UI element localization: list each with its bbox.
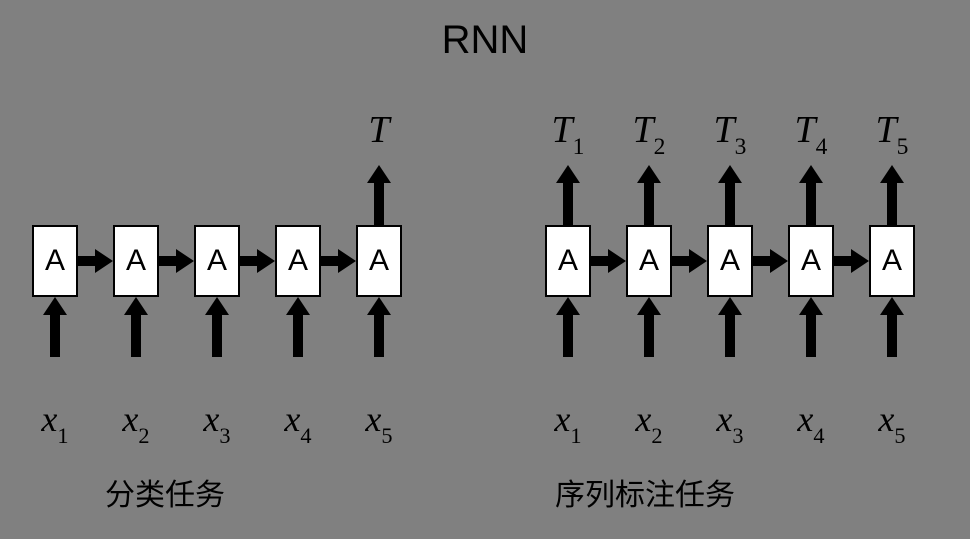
arrow-right bbox=[834, 249, 869, 273]
input-label: x3 bbox=[187, 398, 247, 445]
diagram-title: RNN bbox=[0, 18, 970, 63]
arrow-up bbox=[205, 297, 229, 357]
arrow-up bbox=[880, 165, 904, 225]
arrow-up bbox=[124, 297, 148, 357]
rnn-cell: A bbox=[707, 225, 753, 297]
rnn-cell: A bbox=[869, 225, 915, 297]
arrow-right bbox=[753, 249, 788, 273]
arrow-up bbox=[286, 297, 310, 357]
input-label: x3 bbox=[700, 398, 760, 445]
arrow-up bbox=[799, 165, 823, 225]
arrow-right bbox=[591, 249, 626, 273]
arrow-up bbox=[718, 297, 742, 357]
output-label: T2 bbox=[619, 108, 679, 158]
arrow-up bbox=[556, 165, 580, 225]
rnn-cell: A bbox=[626, 225, 672, 297]
arrow-right bbox=[78, 249, 113, 273]
output-label: T bbox=[349, 108, 409, 152]
input-label: x1 bbox=[538, 398, 598, 445]
arrow-up bbox=[556, 297, 580, 357]
arrow-up bbox=[367, 165, 391, 225]
arrow-right bbox=[240, 249, 275, 273]
diagram-caption: 分类任务 bbox=[15, 470, 315, 514]
arrow-right bbox=[321, 249, 356, 273]
arrow-up bbox=[637, 297, 661, 357]
input-label: x5 bbox=[862, 398, 922, 445]
rnn-cell: A bbox=[194, 225, 240, 297]
output-label: T1 bbox=[538, 108, 598, 158]
input-label: x5 bbox=[349, 398, 409, 445]
output-label: T3 bbox=[700, 108, 760, 158]
arrow-up bbox=[718, 165, 742, 225]
input-label: x1 bbox=[25, 398, 85, 445]
output-label: T5 bbox=[862, 108, 922, 158]
arrow-up bbox=[799, 297, 823, 357]
rnn-cell: A bbox=[545, 225, 591, 297]
arrow-right bbox=[159, 249, 194, 273]
arrow-right bbox=[672, 249, 707, 273]
input-label: x4 bbox=[781, 398, 841, 445]
input-label: x2 bbox=[106, 398, 166, 445]
input-label: x2 bbox=[619, 398, 679, 445]
rnn-cell: A bbox=[275, 225, 321, 297]
diagram-caption: 序列标注任务 bbox=[495, 470, 795, 514]
rnn-cell: A bbox=[356, 225, 402, 297]
arrow-up bbox=[880, 297, 904, 357]
arrow-up bbox=[367, 297, 391, 357]
output-label: T4 bbox=[781, 108, 841, 158]
rnn-cell: A bbox=[32, 225, 78, 297]
input-label: x4 bbox=[268, 398, 328, 445]
rnn-cell: A bbox=[113, 225, 159, 297]
arrow-up bbox=[43, 297, 67, 357]
diagram-canvas: RNN x1 Ax2 Ax3 Ax4 Ax5 T A 分类任务 x1 T1 Ax2 T2 Ax3 T3 Ax4… bbox=[0, 0, 970, 539]
arrow-up bbox=[637, 165, 661, 225]
rnn-cell: A bbox=[788, 225, 834, 297]
